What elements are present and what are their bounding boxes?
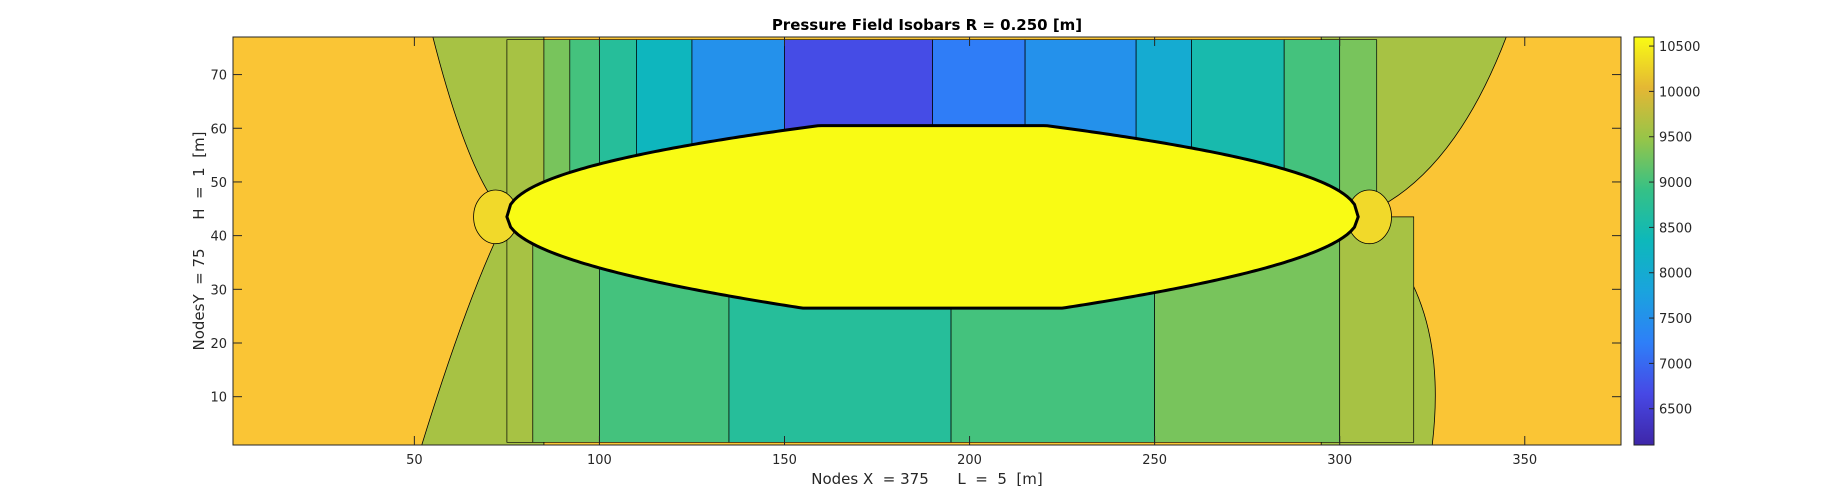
colorbar-tick-label: 9500 — [1659, 131, 1692, 146]
lower-isobar-band-4 — [728, 295, 952, 443]
y-tick-label: 10 — [210, 391, 227, 406]
y-tick-label: 20 — [210, 337, 227, 352]
colorbar-ticks: 6500 7000 7500 8000 8500 9000 9500 10000 10500 — [1649, 40, 1700, 418]
obstacle-core — [505, 124, 1360, 310]
x-tick-label: 50 — [406, 453, 423, 468]
colorbar-tick-label: 10000 — [1659, 85, 1700, 100]
upper-isobar-band-8 — [932, 39, 1026, 126]
lower-isobar-band-1 — [506, 216, 534, 443]
y-tick-label: 60 — [210, 122, 227, 137]
x-tick-label: 300 — [1327, 453, 1352, 468]
x-axis: 50 100 150 200 250 300 350 — [406, 37, 1537, 468]
colorbar: 6500 7000 7500 8000 8500 9000 9500 10000 10500 — [1633, 36, 1700, 446]
lower-isobar-band-3 — [599, 267, 730, 443]
x-axis-label: Nodes X = 375 L = 5 [m] — [811, 470, 1043, 488]
x-tick-label: 250 — [1142, 453, 1167, 468]
colorbar-tick-label: 7500 — [1659, 312, 1692, 327]
x-tick-label: 150 — [772, 453, 797, 468]
colorbar-tick-label: 10500 — [1659, 40, 1700, 55]
colorbar-tick-label: 8000 — [1659, 267, 1692, 282]
y-tick-label: 30 — [210, 283, 227, 298]
plot-frame — [232, 36, 1622, 446]
y-axis: 10 20 30 40 50 60 70 — [210, 69, 1621, 406]
x-tick-label: 350 — [1512, 453, 1537, 468]
upper-isobar-band-3 — [569, 39, 600, 173]
plot-area — [233, 37, 1621, 445]
upper-isobar-band-12 — [1283, 39, 1341, 192]
chart-title: Pressure Field Isobars R = 0.250 [m] — [772, 16, 1082, 34]
x-tick-label: 100 — [587, 453, 612, 468]
upper-isobar-band-9 — [1024, 39, 1137, 139]
lower-isobar-band-2 — [532, 243, 600, 443]
upper-isobar-band-4 — [599, 39, 637, 165]
lower-isobar-band-7 — [1339, 216, 1415, 443]
colorbar-tick-label: 9000 — [1659, 176, 1692, 191]
upper-isobar-band-6 — [691, 39, 785, 146]
upper-isobar-band-7 — [784, 39, 933, 131]
y-tick-label: 40 — [210, 230, 227, 245]
colorbar-tick-label: 7000 — [1659, 357, 1692, 372]
lower-isobar-band-5 — [950, 292, 1155, 443]
x-tick-label: 200 — [957, 453, 982, 468]
upper-isobar-band-5 — [636, 39, 693, 156]
y-tick-label: 50 — [210, 176, 227, 191]
colorbar-gradient — [1633, 36, 1655, 446]
upper-isobar-band-10 — [1135, 39, 1192, 149]
colorbar-tick-label: 6500 — [1659, 403, 1692, 418]
colorbar-tick-label: 8500 — [1659, 221, 1692, 236]
y-tick-label: 70 — [210, 69, 227, 84]
upper-isobar-band-2 — [543, 39, 571, 183]
contour-layer — [421, 37, 1507, 445]
y-axis-label: NodesY = 75 H = 1 [m] — [190, 131, 208, 350]
